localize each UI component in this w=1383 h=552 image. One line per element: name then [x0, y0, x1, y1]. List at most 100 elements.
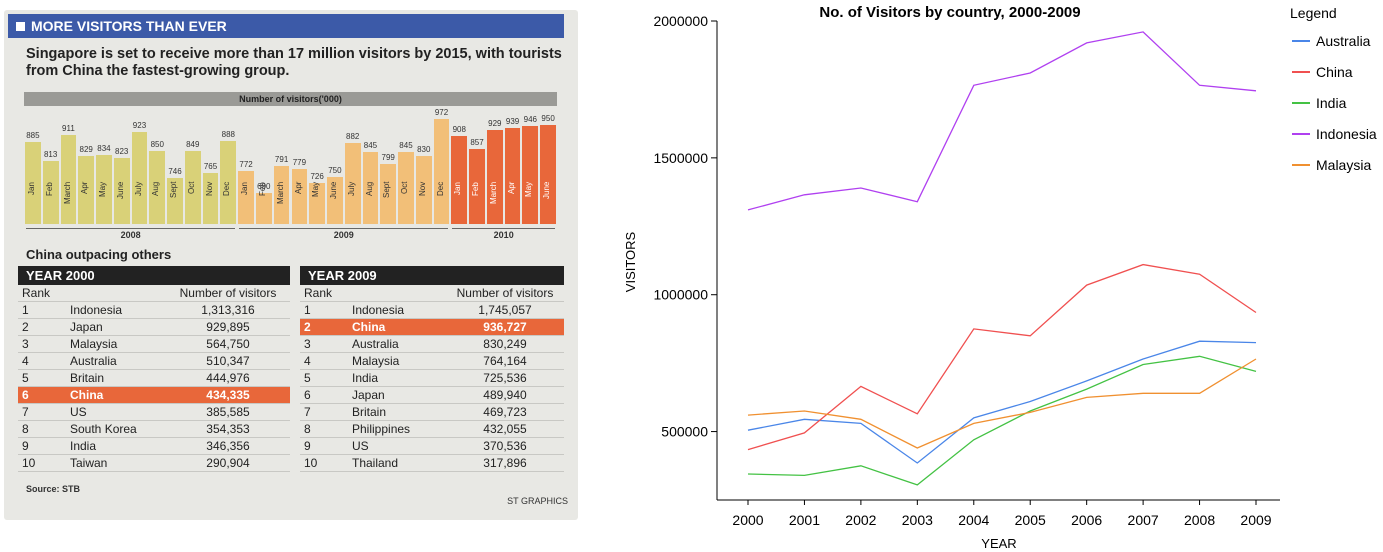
table-row: 7 Britain 469,723 [300, 404, 564, 421]
bar: 882 July [345, 143, 361, 224]
series-line-china [748, 265, 1256, 450]
visitors-cell: 489,940 [446, 387, 564, 404]
visitors-cell: 469,723 [446, 404, 564, 421]
bar: 765 Nov [203, 173, 219, 224]
legend-label: Australia [1316, 33, 1371, 49]
legend-label: Indonesia [1316, 126, 1377, 142]
bar: 772 Jan [238, 171, 254, 224]
rank-cell: 9 [300, 438, 348, 455]
bar-month-label: Nov [416, 182, 432, 222]
bar: 779 Apr [292, 169, 308, 224]
visitors-cell: 1,313,316 [166, 302, 290, 319]
bar-month-label: Jan [451, 182, 467, 222]
bar: 972 Dec [434, 119, 450, 224]
year-bracket [239, 228, 448, 229]
table-title: YEAR 2000 [18, 266, 290, 285]
bar-value-label: 929 [487, 119, 503, 128]
country-cell: Indonesia [348, 302, 446, 319]
table-row: 5 India 725,536 [300, 370, 564, 387]
country-cell: US [66, 404, 166, 421]
line-chart: No. of Visitors by country, 2000-2009 VI… [600, 0, 1383, 552]
country-cell: China [348, 319, 446, 336]
x-tick-label: 2002 [845, 512, 876, 528]
banner-title: MORE VISITORS THAN EVER [31, 18, 227, 34]
rank-cell: 9 [18, 438, 66, 455]
bar-month-label: July [132, 182, 148, 222]
bar-year-axis: 2008 2009 2010 [24, 228, 557, 242]
visitors-cell: 434,335 [166, 387, 290, 404]
visitors-cell: 1,745,057 [446, 302, 564, 319]
legend: Australia China India Indonesia Malaysia [1292, 33, 1377, 173]
rank-cell: 8 [18, 421, 66, 438]
rank-cell: 5 [18, 370, 66, 387]
x-tick-label: 2009 [1240, 512, 1271, 528]
country-cell: Philippines [348, 421, 446, 438]
table-row: 10 Taiwan 290,904 [18, 455, 290, 472]
rank-cell: 3 [300, 336, 348, 353]
source-note: Source: STB [26, 484, 80, 494]
x-tick-label: 2001 [789, 512, 820, 528]
monthly-bar-chart: 885 Jan 813 Feb 911 March 829 Apr 834 May 823 June 9… [24, 110, 557, 224]
section-title: China outpacing others [26, 247, 171, 262]
visitors-cell: 830,249 [446, 336, 564, 353]
visitors-cell: 346,356 [166, 438, 290, 455]
visitors-cell: 725,536 [446, 370, 564, 387]
bar: 830 Nov [416, 156, 432, 224]
bar: 923 July [132, 132, 148, 224]
country-cell: China [66, 387, 166, 404]
bar-value-label: 972 [434, 108, 450, 117]
bar: 939 Apr [505, 128, 521, 224]
visitors-cell: 354,353 [166, 421, 290, 438]
ranking-table-2000: YEAR 2000 Rank Number of visitors 1 Indone… [18, 266, 290, 472]
bar: 849 Oct [185, 151, 201, 224]
legend-label: Malaysia [1316, 157, 1371, 173]
rank-cell: 7 [18, 404, 66, 421]
visitors-cell: 317,896 [446, 455, 564, 472]
country-cell: Malaysia [66, 336, 166, 353]
bar: 726 May [309, 183, 325, 224]
bar: 950 June [540, 125, 556, 224]
table-row: 4 Malaysia 764,164 [300, 353, 564, 370]
bar: 750 June [327, 177, 343, 224]
x-tick-label: 2006 [1071, 512, 1102, 528]
country-cell: Taiwan [66, 455, 166, 472]
y-tick-label: 2000000 [653, 13, 708, 29]
bar: 845 Oct [398, 152, 414, 224]
rank-cell: 10 [18, 455, 66, 472]
bar-value-label: 882 [345, 132, 361, 141]
bar: 946 May [522, 126, 538, 224]
x-tick-label: 2008 [1184, 512, 1215, 528]
banner: MORE VISITORS THAN EVER [8, 14, 564, 38]
bar-month-label: Feb [43, 182, 59, 222]
bar-value-label: 946 [522, 115, 538, 124]
series-line-indonesia [748, 32, 1256, 210]
bar-value-label: 849 [185, 140, 201, 149]
table-title: YEAR 2009 [300, 266, 564, 285]
bar: 690 Feb [256, 193, 272, 224]
bar: 823 June [114, 158, 130, 224]
bar-month-label: June [114, 182, 130, 222]
table-row: 3 Malaysia 564,750 [18, 336, 290, 353]
visitors-cell: 764,164 [446, 353, 564, 370]
bar-value-label: 772 [238, 160, 254, 169]
visitors-header: Number of visitors [166, 285, 290, 302]
bar-month-label: Apr [292, 182, 308, 222]
bar-value-label: 823 [114, 147, 130, 156]
x-tick-label: 2007 [1128, 512, 1159, 528]
visitors-cell: 290,904 [166, 455, 290, 472]
visitors-cell: 370,536 [446, 438, 564, 455]
y-tick-label: 500000 [661, 424, 708, 440]
bar-month-label: Aug [149, 182, 165, 222]
bar-month-label: Dec [434, 182, 450, 222]
year-bracket [26, 228, 235, 229]
table-row: 1 Indonesia 1,745,057 [300, 302, 564, 319]
legend-title: Legend [1290, 5, 1337, 21]
rank-cell: 1 [300, 302, 348, 319]
country-cell: Thailand [348, 455, 446, 472]
table-row: 9 US 370,536 [300, 438, 564, 455]
bar-value-label: 779 [292, 158, 308, 167]
bar-value-label: 813 [43, 150, 59, 159]
bar-month-label: May [96, 182, 112, 222]
bar-value-label: 845 [363, 141, 379, 150]
bar-value-label: 845 [398, 141, 414, 150]
